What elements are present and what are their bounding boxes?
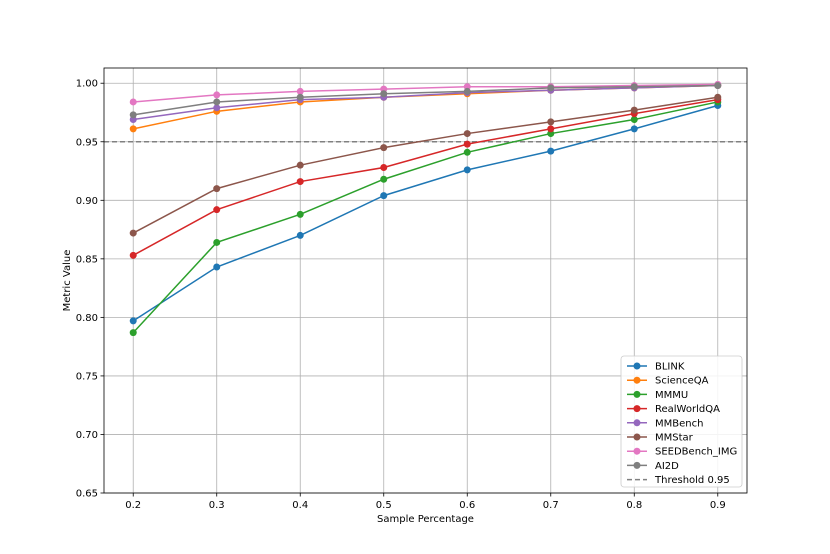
y-axis-ticks: 0.65 0.70 0.75 0.80 0.85 0.90 0.95 1.00 bbox=[76, 79, 104, 500]
data-point-blink bbox=[296, 231, 304, 239]
data-point-blink bbox=[380, 192, 388, 200]
data-point-mmstar bbox=[463, 130, 471, 138]
legend-marker-mmbench bbox=[633, 419, 641, 427]
legend: BLINK ScienceQA MMMU RealWorldQA MMBench MMSt… bbox=[620, 355, 743, 488]
data-point-ai2d bbox=[714, 82, 722, 90]
data-point-scienceqa bbox=[129, 125, 137, 133]
data-point-seedbench-img bbox=[296, 87, 304, 95]
series-line-mmmu bbox=[132, 101, 718, 334]
series-mmstar bbox=[129, 93, 722, 237]
data-point-mmstar bbox=[129, 229, 137, 237]
data-point-ai2d bbox=[463, 87, 471, 95]
y-tick-label: 0.75 bbox=[76, 371, 98, 382]
y-tick-label: 0.90 bbox=[76, 196, 98, 207]
y-tick-label: 0.95 bbox=[76, 137, 98, 148]
data-point-blink bbox=[630, 125, 638, 133]
data-point-ai2d bbox=[380, 90, 388, 98]
data-point-mmmu bbox=[129, 329, 137, 337]
data-point-mmstar bbox=[380, 144, 388, 152]
y-axis-label: Metric Value bbox=[62, 250, 73, 312]
plot-frame bbox=[103, 67, 748, 494]
data-point-blink bbox=[547, 147, 555, 155]
legend-marker-mmmu bbox=[633, 390, 641, 398]
x-tick-label: 0.7 bbox=[543, 500, 559, 511]
legend-marker-blink bbox=[633, 362, 641, 370]
data-point-mmstar bbox=[547, 118, 555, 126]
legend-label-mmbench: MMBench bbox=[655, 418, 703, 429]
data-point-mmmu bbox=[380, 175, 388, 183]
data-point-blink bbox=[213, 263, 221, 271]
data-point-mmstar bbox=[630, 106, 638, 114]
series-ai2d bbox=[129, 82, 722, 119]
x-tick-label: 0.9 bbox=[710, 500, 726, 511]
series-line-blink bbox=[132, 104, 718, 322]
y-tick-label: 0.80 bbox=[76, 313, 98, 324]
data-point-seedbench-img bbox=[129, 98, 137, 106]
data-point-ai2d bbox=[630, 83, 638, 91]
x-tick-label: 0.8 bbox=[626, 500, 642, 511]
x-tick-label: 0.3 bbox=[209, 500, 225, 511]
legend-marker-seedbench-img bbox=[633, 447, 641, 455]
data-point-mmstar bbox=[296, 161, 304, 169]
data-point-realworldqa bbox=[547, 125, 555, 133]
y-tick-label: 0.85 bbox=[76, 254, 98, 265]
data-point-mmmu bbox=[213, 238, 221, 246]
data-point-seedbench-img bbox=[213, 91, 221, 99]
data-point-mmstar bbox=[213, 185, 221, 193]
series-blink bbox=[129, 101, 722, 325]
legend-box bbox=[620, 355, 743, 488]
x-tick-label: 0.4 bbox=[292, 500, 308, 511]
y-tick-label: 1.00 bbox=[76, 79, 98, 90]
data-point-ai2d bbox=[547, 84, 555, 92]
legend-label-scienceqa: ScienceQA bbox=[655, 376, 709, 387]
x-tick-label: 0.5 bbox=[376, 500, 392, 511]
series-line-seedbench-img bbox=[133, 83, 718, 103]
data-point-blink bbox=[129, 317, 137, 325]
y-tick-label: 0.65 bbox=[76, 489, 98, 500]
data-point-mmmu bbox=[630, 116, 638, 124]
y-tick-label: 0.70 bbox=[76, 430, 98, 441]
series-line-mmstar bbox=[132, 96, 718, 234]
legend-marker-ai2d bbox=[633, 461, 641, 469]
series-line-ai2d bbox=[133, 84, 718, 116]
legend-label-mmstar: MMStar bbox=[655, 433, 694, 444]
legend-marker-mmstar bbox=[633, 433, 641, 441]
grid-lines bbox=[104, 68, 747, 494]
series-lines bbox=[129, 80, 722, 337]
x-tick-label: 0.2 bbox=[125, 500, 141, 511]
x-axis-ticks: 0.2 0.3 0.4 0.5 0.6 0.7 0.8 0.9 bbox=[125, 493, 726, 511]
legend-label-seedbench-img: SEEDBench_IMG bbox=[655, 447, 737, 458]
series-line-mmbench bbox=[133, 84, 718, 121]
data-point-mmstar bbox=[714, 93, 722, 101]
series-line-realworldqa bbox=[132, 98, 718, 256]
data-point-realworldqa bbox=[129, 251, 137, 259]
data-point-mmbench bbox=[213, 104, 221, 112]
legend-label-mmmu: MMMU bbox=[655, 390, 688, 401]
data-point-realworldqa bbox=[213, 206, 221, 214]
legend-marker-scienceqa bbox=[633, 376, 641, 384]
data-point-ai2d bbox=[213, 98, 221, 106]
x-axis-label: Sample Percentage bbox=[377, 514, 474, 525]
data-point-realworldqa bbox=[296, 178, 304, 186]
data-point-realworldqa bbox=[380, 164, 388, 172]
data-point-mmmu bbox=[296, 210, 304, 218]
data-point-ai2d bbox=[129, 111, 137, 119]
legend-label-ai2d: AI2D bbox=[655, 461, 679, 472]
legend-label-blink: BLINK bbox=[655, 362, 685, 373]
data-point-realworldqa bbox=[463, 140, 471, 148]
series-mmmu bbox=[129, 98, 722, 337]
legend-label-threshold: Threshold 0.95 bbox=[654, 475, 730, 486]
data-point-mmmu bbox=[463, 148, 471, 156]
data-point-blink bbox=[463, 166, 471, 174]
legend-marker-realworldqa bbox=[633, 405, 641, 413]
data-point-ai2d bbox=[296, 93, 304, 101]
legend-label-realworldqa: RealWorldQA bbox=[655, 404, 720, 415]
x-tick-label: 0.6 bbox=[459, 500, 475, 511]
